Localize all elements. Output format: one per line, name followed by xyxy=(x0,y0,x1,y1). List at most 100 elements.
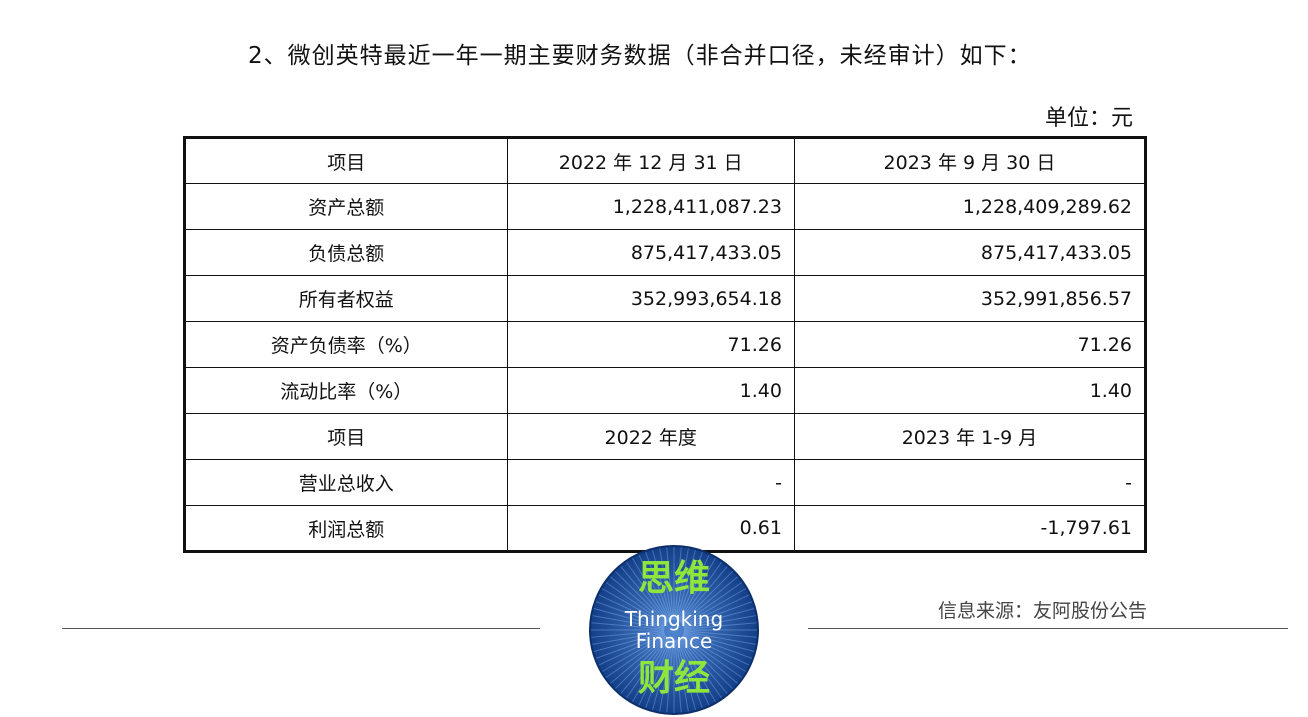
item-cell: 资产总额 xyxy=(184,183,508,230)
logo-ray xyxy=(682,588,747,626)
logo-ray xyxy=(678,557,716,622)
logo-ray xyxy=(683,632,753,659)
item-cell: 资产负债率（%） xyxy=(184,321,508,368)
item-cell: 所有者权益 xyxy=(184,275,508,322)
logo-ray xyxy=(605,635,667,679)
logo-ray xyxy=(632,557,670,622)
logo-ray xyxy=(666,547,674,621)
value-cell-2022: 1.40 xyxy=(506,367,795,414)
logo-ray xyxy=(676,639,703,709)
table-row: 所有者权益 352,993,654.18 352,991,856.57 xyxy=(184,275,1147,322)
logo-ray xyxy=(638,554,671,622)
logo-ray xyxy=(682,633,750,666)
logo-ray xyxy=(601,634,666,672)
logo-ray xyxy=(679,561,723,623)
logo-ray xyxy=(591,630,665,638)
logo-ray xyxy=(683,630,757,638)
value-cell-2023: - xyxy=(793,459,1147,506)
unit-label: 单位：元 xyxy=(1044,106,1133,131)
logo-ray xyxy=(681,581,743,625)
value-cell-2022: 875,417,433.05 xyxy=(506,229,795,276)
logo-ray xyxy=(680,636,734,690)
logo-ray xyxy=(683,601,753,628)
item-cell: 利润总额 xyxy=(184,505,508,552)
logo-ray xyxy=(595,601,665,628)
logo-ray xyxy=(681,576,738,624)
table-row: 流动比率（%） 1.40 1.40 xyxy=(184,367,1147,414)
logo-ray xyxy=(605,581,667,625)
value-cell-2022: 71.26 xyxy=(506,321,795,368)
logo-ray xyxy=(679,637,723,699)
logo-ray xyxy=(601,588,666,626)
item-cell: 营业总收入 xyxy=(184,459,508,506)
logo-ray xyxy=(683,631,756,645)
table-row: 负债总额 875,417,433.05 875,417,433.05 xyxy=(184,229,1147,276)
logo-ray xyxy=(676,639,696,711)
value-cell-2022: 352,993,654.18 xyxy=(506,275,795,322)
item-cell: 项目 xyxy=(184,413,508,460)
logo-ray xyxy=(645,639,672,709)
logo-ray xyxy=(680,637,728,694)
logo-chinese-bottom: 财经 xyxy=(638,658,710,699)
table-row: 营业总收入 - - xyxy=(184,459,1147,506)
value-cell-2023: 875,417,433.05 xyxy=(793,229,1147,276)
logo-ray xyxy=(677,554,710,622)
value-cell-2023: 2023 年 1-9 月 xyxy=(793,413,1147,460)
value-cell-2022: 2022 年 12 月 31 日 xyxy=(506,137,795,184)
value-cell-2023: -1,797.61 xyxy=(793,505,1147,552)
value-cell-2023: 71.26 xyxy=(793,321,1147,368)
logo-ray xyxy=(683,622,757,630)
logo-disc xyxy=(590,546,758,714)
item-cell: 项目 xyxy=(184,137,508,184)
logo-ray xyxy=(652,549,672,621)
logo-ray xyxy=(593,632,665,652)
value-cell-2023: 352,991,856.57 xyxy=(793,275,1147,322)
logo-ray xyxy=(620,566,668,623)
logo-ray xyxy=(681,635,743,679)
logo-ray xyxy=(598,594,666,627)
table-row: 利润总额 0.61 -1,797.61 xyxy=(184,505,1147,552)
logo-ray xyxy=(666,639,674,713)
logo-ray xyxy=(632,638,670,703)
logo-ray xyxy=(680,566,728,623)
logo-ray xyxy=(675,639,689,712)
logo-ray xyxy=(674,547,682,621)
item-cell: 负债总额 xyxy=(184,229,508,276)
value-cell-2023: 1,228,409,289.62 xyxy=(793,183,1147,230)
table-header-row: 项目 2022 年 12 月 31 日 2023 年 9 月 30 日 xyxy=(184,137,1147,184)
logo-english-line2: Finance xyxy=(636,629,713,653)
value-cell-2022: 0.61 xyxy=(506,505,795,552)
value-cell-2023: 1.40 xyxy=(793,367,1147,414)
item-cell: 流动比率（%） xyxy=(184,367,508,414)
logo-ray xyxy=(610,576,667,624)
logo-chinese-top: 思维 xyxy=(638,558,710,599)
logo-ray xyxy=(676,551,703,621)
logo-ray xyxy=(678,638,716,703)
logo-english-line1: Thingking xyxy=(624,607,723,631)
logo-ray xyxy=(592,615,665,629)
logo-ray xyxy=(645,551,672,621)
logo-ray xyxy=(614,570,668,624)
logo-ray xyxy=(675,548,689,621)
section-heading: 2、微创英特最近一年一期主要财务数据（非合并口径，未经审计）如下： xyxy=(248,43,1032,69)
logo-ray xyxy=(683,608,755,628)
logo-ray xyxy=(680,570,734,624)
logo-ray xyxy=(659,548,673,621)
logo-ray xyxy=(614,636,668,690)
logo-ray xyxy=(625,637,669,699)
table-row: 资产总额 1,228,411,087.23 1,228,409,289.62 xyxy=(184,183,1147,230)
logo-ray xyxy=(595,632,665,659)
logo-ray xyxy=(593,608,665,628)
logo-ray xyxy=(683,632,755,652)
divider-right xyxy=(808,628,1288,629)
logo-ray xyxy=(681,636,738,684)
logo-ray xyxy=(652,639,672,711)
logo-ray xyxy=(610,636,667,684)
logo-ray xyxy=(677,638,710,706)
table-row: 资产负债率（%） 71.26 71.26 xyxy=(184,321,1147,368)
value-cell-2022: - xyxy=(506,459,795,506)
logo-ray xyxy=(683,615,756,629)
logo-ray xyxy=(676,549,696,621)
value-cell-2023: 2023 年 9 月 30 日 xyxy=(793,137,1147,184)
logo-ray xyxy=(592,631,665,645)
